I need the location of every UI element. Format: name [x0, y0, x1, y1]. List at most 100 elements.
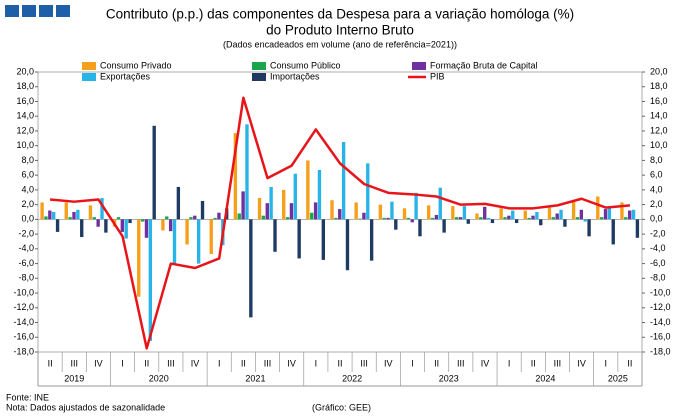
plot-frame — [37, 71, 643, 353]
credit: (Gráfico: GEE) — [312, 402, 371, 412]
y-tick-label: 2,0 — [21, 199, 34, 209]
x-tick-label: II — [627, 358, 632, 368]
bar — [213, 217, 217, 220]
bar — [486, 217, 491, 220]
year-label: 2024 — [535, 373, 555, 383]
bar — [596, 196, 600, 220]
bar — [458, 217, 463, 220]
bar — [620, 202, 624, 220]
x-tick-label: III — [554, 358, 562, 368]
x-tick-label: III — [167, 358, 175, 368]
x-tick-label: III — [264, 358, 272, 368]
x-tick-label: I — [218, 358, 221, 368]
bar — [306, 160, 310, 220]
bar — [140, 219, 145, 222]
bar — [289, 203, 294, 220]
bar — [48, 210, 52, 220]
bar — [462, 206, 467, 220]
y2-tick-label: -6,0 — [650, 258, 666, 268]
bar — [547, 207, 552, 220]
x-tick-label: II — [531, 358, 536, 368]
bar — [587, 219, 591, 237]
legend-label: Formação Bruta de Capital — [430, 60, 538, 70]
y2-tick-label: 14,0 — [650, 111, 668, 121]
y-tick-label: -4,0 — [18, 243, 34, 253]
bar — [631, 209, 636, 220]
y2-tick-label: 2,0 — [650, 199, 663, 209]
y2-tick-label: -18,0 — [650, 346, 671, 356]
bar — [120, 219, 124, 232]
logo-block — [22, 5, 36, 17]
bar — [539, 219, 543, 226]
bar — [282, 189, 286, 220]
bar — [116, 217, 121, 220]
y2-tick-label: -10,0 — [650, 287, 671, 297]
bar — [511, 210, 515, 220]
bar — [406, 217, 411, 220]
bar — [366, 163, 370, 220]
logo-block — [5, 5, 19, 17]
x-tick-label: II — [434, 358, 439, 368]
bar — [124, 219, 128, 239]
bar — [490, 219, 495, 224]
legend-label: Consumo Público — [270, 60, 341, 70]
bar — [354, 202, 358, 220]
y2-tick-label: 16,0 — [650, 96, 668, 106]
x-tick-label: III — [360, 358, 368, 368]
bar — [514, 219, 519, 224]
x-tick-label: I — [411, 358, 414, 368]
bar — [269, 186, 273, 220]
y2-tick-label: -12,0 — [650, 302, 671, 312]
bar — [152, 125, 156, 220]
bar — [555, 213, 559, 220]
y-tick-label: -18,0 — [13, 346, 34, 356]
year-label: 2025 — [608, 373, 628, 383]
bar — [321, 219, 326, 260]
bar — [479, 217, 483, 220]
y-tick-label: 6,0 — [21, 170, 34, 180]
y-tick-label: -10,0 — [13, 287, 34, 297]
x-tick-label: II — [48, 358, 53, 368]
x-tick-label: I — [121, 358, 124, 368]
bar — [100, 198, 104, 220]
bar — [176, 186, 181, 220]
y2-tick-label: 6,0 — [650, 170, 663, 180]
bar — [579, 209, 584, 220]
y-tick-label: -2,0 — [18, 228, 34, 238]
x-tick-label: IV — [191, 358, 200, 368]
x-tick-label: II — [337, 358, 342, 368]
bar — [92, 217, 96, 220]
bar — [438, 187, 442, 220]
logo-block — [39, 5, 53, 17]
y-tick-label: 18,0 — [16, 81, 34, 91]
bar — [104, 219, 108, 233]
note: Nota: Dados ajustados de sazonalidade — [6, 402, 165, 412]
bar — [185, 219, 189, 245]
y2-tick-label: 10,0 — [650, 140, 668, 150]
y-tick-label: 20,0 — [16, 66, 34, 76]
x-tick-label: IV — [384, 358, 393, 368]
bar — [257, 198, 262, 220]
bar — [624, 217, 628, 220]
bar — [527, 217, 531, 220]
y-tick-label: 0,0 — [21, 214, 34, 224]
year-label: 2021 — [245, 373, 265, 383]
bar — [80, 219, 84, 238]
bar — [483, 206, 487, 220]
bar — [426, 205, 431, 220]
legend-swatch — [82, 73, 96, 81]
bar — [499, 208, 503, 220]
y-tick-label: -8,0 — [18, 273, 34, 283]
bar — [55, 219, 60, 232]
bar — [161, 219, 165, 231]
x-tick-label: II — [144, 358, 149, 368]
y2-tick-label: -8,0 — [650, 273, 666, 283]
y-tick-label: 14,0 — [16, 111, 34, 121]
bar — [88, 205, 93, 220]
bar — [341, 142, 346, 220]
bar — [402, 208, 407, 220]
y2-tick-label: -4,0 — [650, 243, 666, 253]
legend-swatch — [252, 62, 266, 70]
y-tick-label: -16,0 — [13, 332, 34, 342]
bar — [64, 202, 68, 220]
